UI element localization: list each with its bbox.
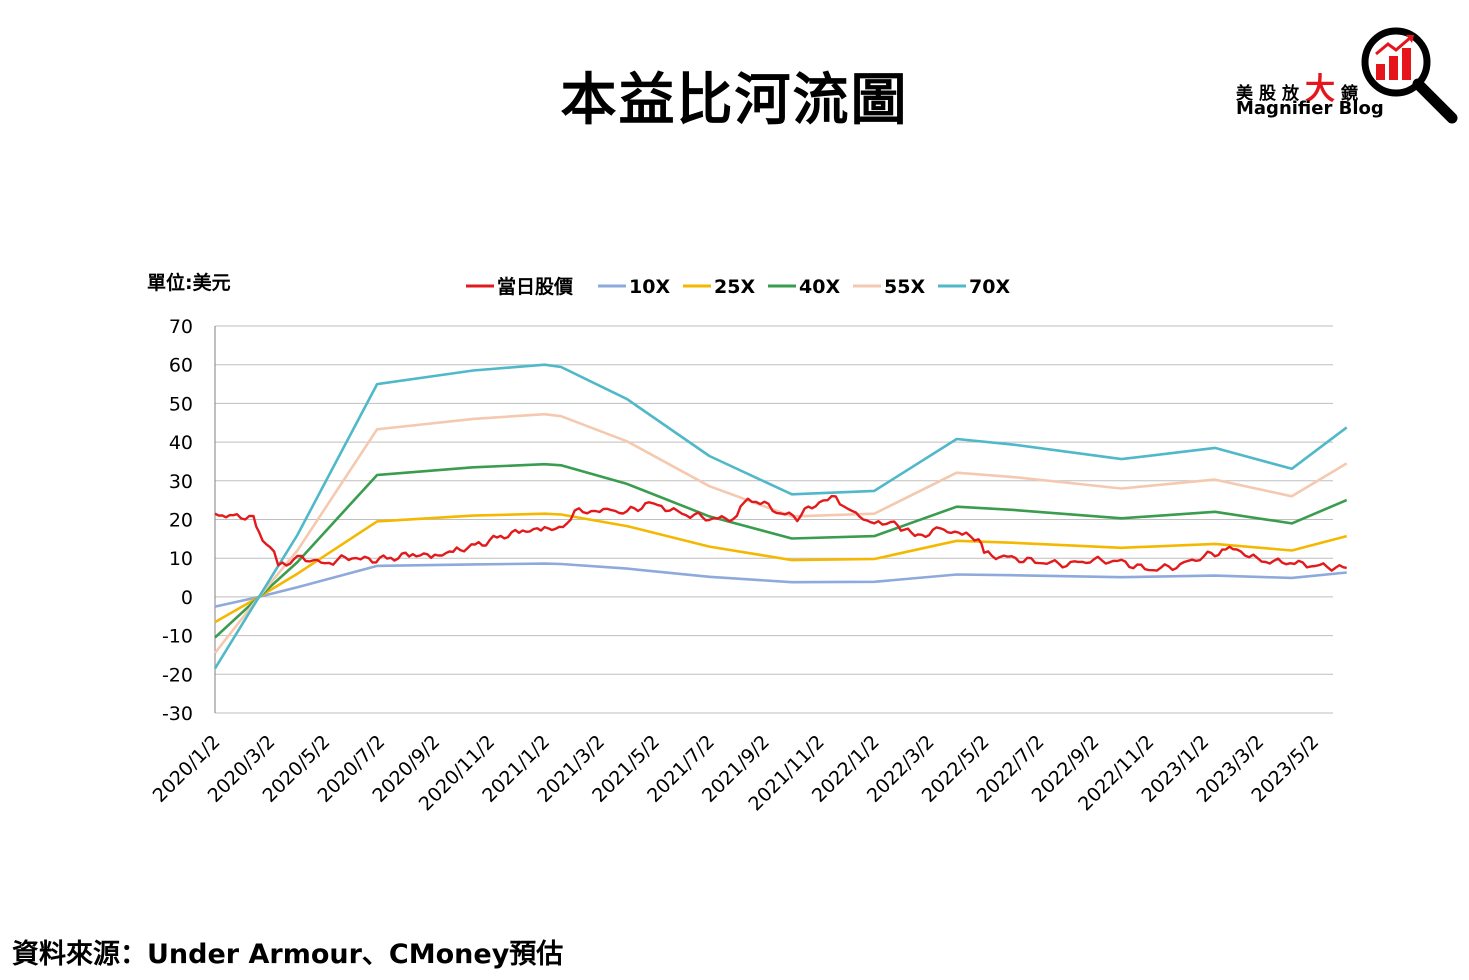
y-tick-label: 50 [169, 393, 193, 415]
series-line-x70 [213, 363, 1348, 670]
y-tick-label: -30 [162, 703, 193, 725]
series-line-x10 [214, 562, 1347, 608]
logo-cn-part1: 美股放 [1236, 84, 1305, 104]
legend-label-x10: 10X [629, 276, 670, 298]
brand-logo: 美股放大鏡 Magnifier Blog [1232, 22, 1462, 132]
y-tick-label: 70 [169, 316, 193, 338]
unit-label: 單位:美元 [147, 271, 231, 294]
magnifier-bar-chart-icon [1361, 27, 1458, 124]
series-line-x40 [214, 462, 1348, 639]
legend-label-x40: 40X [799, 276, 840, 298]
y-tick-label: -20 [162, 664, 193, 686]
logo-english-text: Magnifier Blog [1236, 98, 1384, 119]
legend-label-x55: 55X [884, 276, 925, 298]
y-tick-label: 60 [169, 355, 193, 377]
legend-label-x25: 25X [714, 276, 755, 298]
legend-label-price: 當日股價 [497, 275, 574, 298]
y-tick-label: 20 [169, 510, 193, 532]
y-tick-label: -10 [162, 626, 193, 648]
y-tick-label: 10 [169, 548, 193, 570]
page-title: 本益比河流圖 [560, 68, 909, 133]
y-tick-label: 30 [169, 471, 193, 493]
legend-label-x70: 70X [969, 276, 1010, 298]
data-source-note: 資料來源：Under Armour、CMoney預估 [12, 939, 564, 970]
logo-cn-big: 大 [1305, 72, 1341, 107]
series-line-x25 [214, 512, 1348, 624]
y-tick-label: 0 [181, 587, 193, 609]
series-line-price [214, 494, 1347, 572]
series-line-x55 [213, 412, 1348, 654]
y-tick-label: 40 [169, 432, 193, 454]
logo-chinese-text: 美股放大鏡 [1236, 64, 1364, 108]
logo-cn-part2: 鏡 [1341, 84, 1364, 104]
